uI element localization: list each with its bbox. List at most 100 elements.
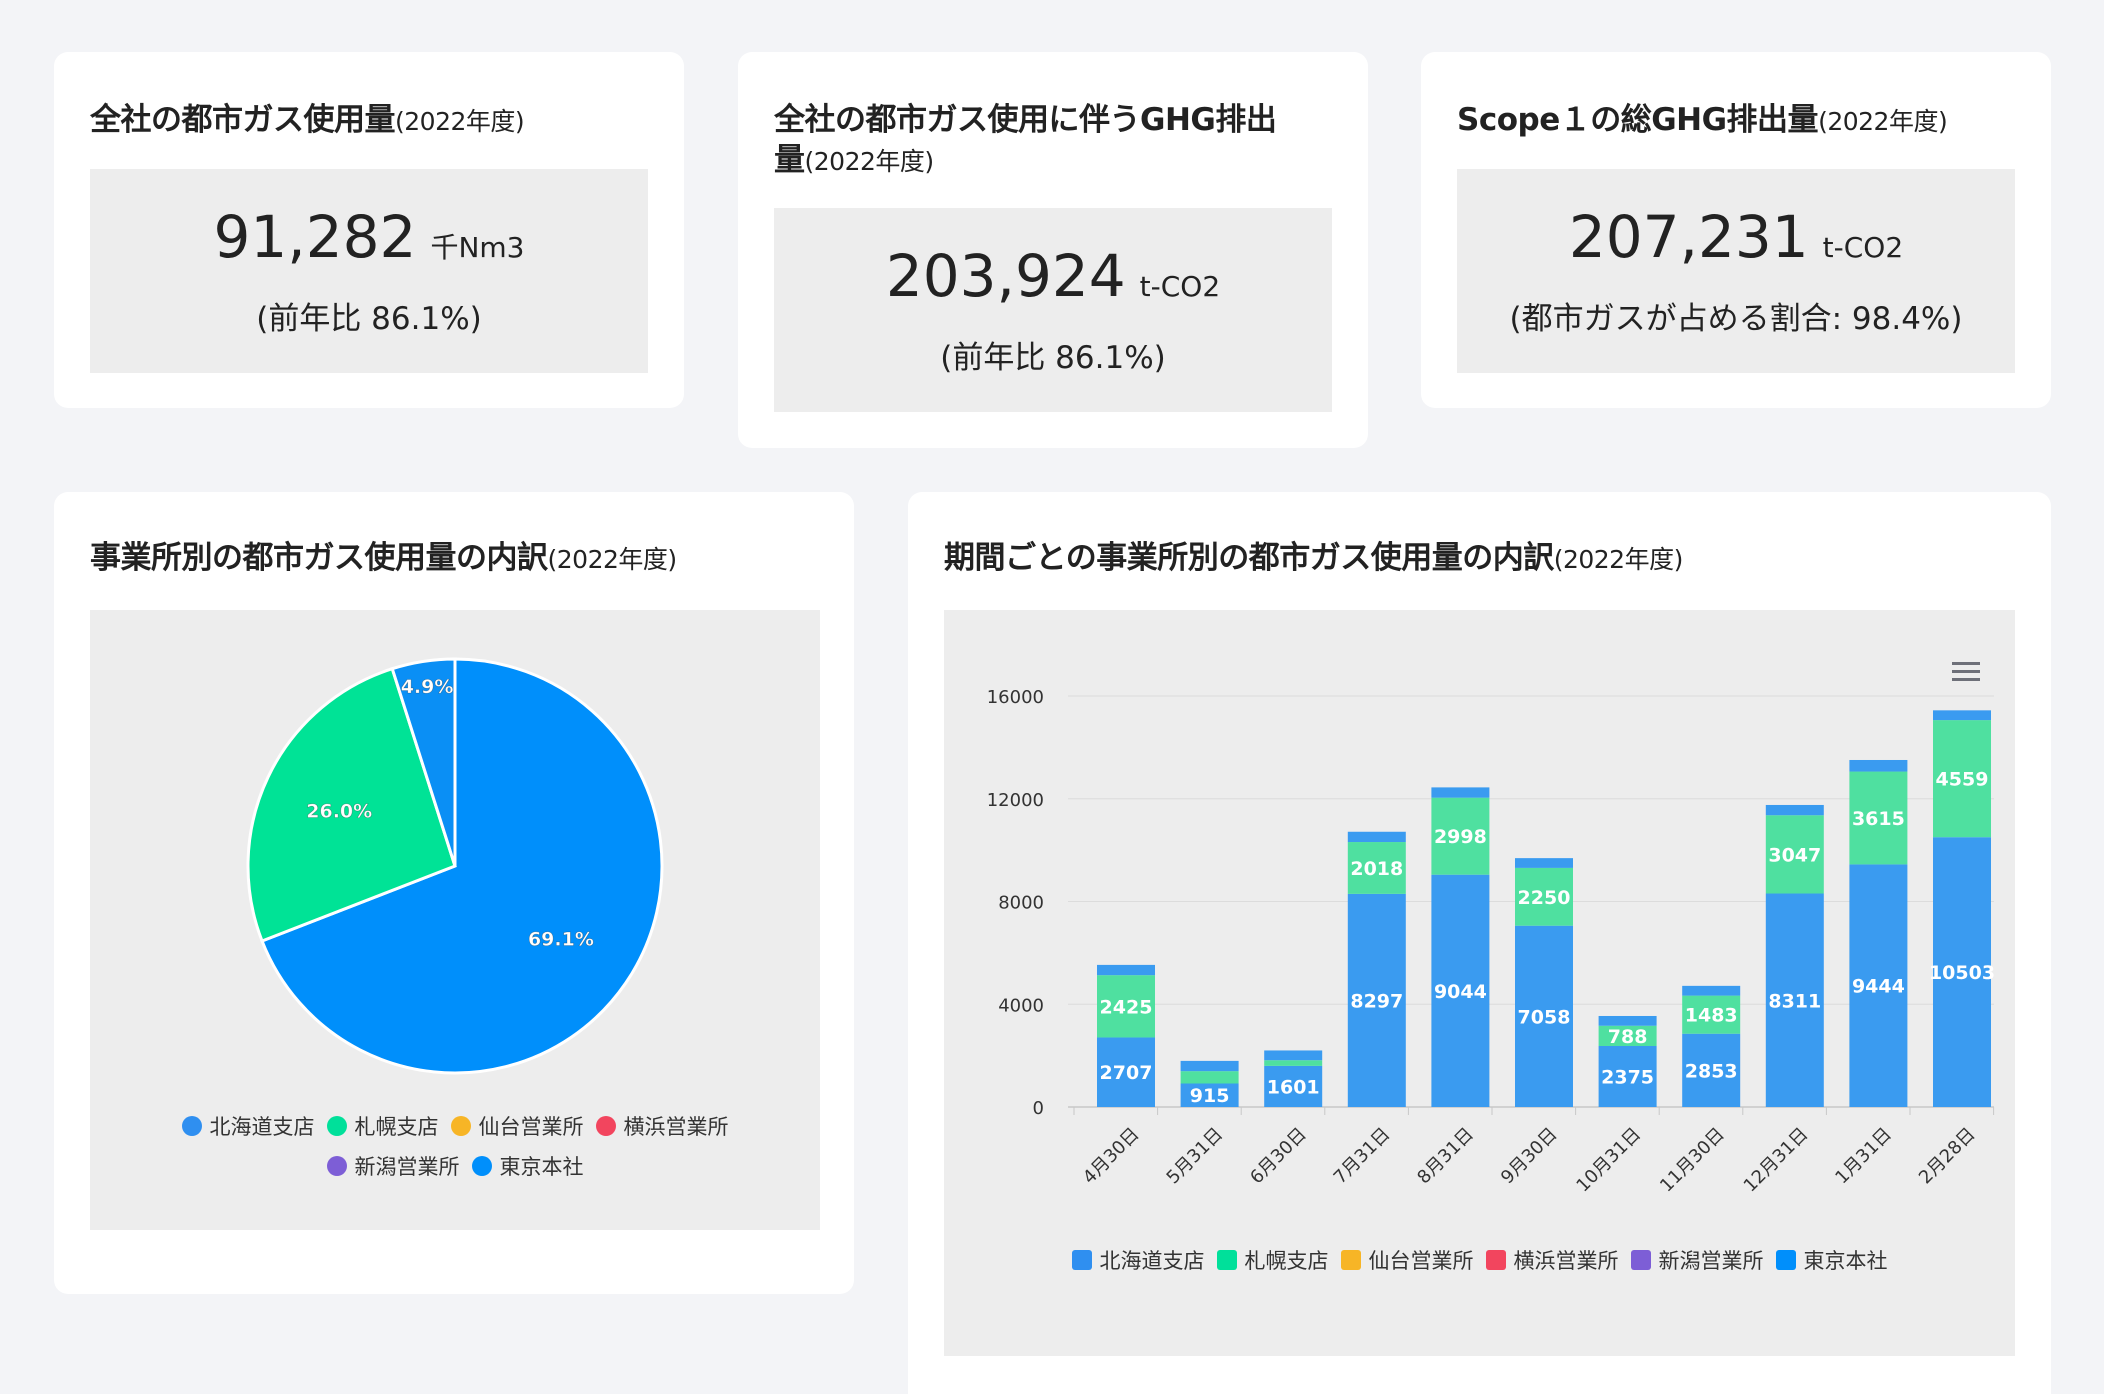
bar-segment[interactable] <box>1682 995 1741 1034</box>
card-title-period: (2022年度) <box>804 147 935 176</box>
legend-item[interactable]: 仙台営業所 <box>1340 1240 1474 1280</box>
hamburger-menu-icon[interactable] <box>1952 660 1980 682</box>
legend-item[interactable]: 北海道支店 <box>1071 1240 1205 1280</box>
pie-slice[interactable] <box>390 657 457 867</box>
bar-segment[interactable] <box>1933 710 1991 721</box>
bar-segment[interactable] <box>1933 720 1991 838</box>
x-tick-label: 1月31日 <box>1831 1124 1896 1189</box>
stat-card-scope1: Scope１の総GHG排出量(2022年度) 207,231 t-CO2 (都市ガ… <box>1421 52 2051 408</box>
legend-label: 東京本社 <box>499 1155 584 1179</box>
legend-marker <box>595 1116 616 1136</box>
card-title-text: 期間ごとの事業所別の都市ガス使用量の内訳 <box>944 540 1554 576</box>
bar-segment[interactable] <box>1097 964 1155 976</box>
bar-data-label: 2707 <box>1100 1062 1153 1084</box>
card-title-text-line2: 量 <box>774 142 805 178</box>
legend-marker <box>471 1156 492 1176</box>
legend-label: 新潟営業所 <box>354 1155 460 1179</box>
bar-segment[interactable] <box>1180 1071 1239 1084</box>
card-title-period: (2022年度) <box>547 545 678 574</box>
legend-label: 横浜営業所 <box>623 1115 729 1139</box>
bar-data-label: 3047 <box>1768 844 1821 866</box>
legend-item[interactable]: 東京本社 <box>1775 1240 1888 1280</box>
legend-marker <box>1485 1250 1506 1270</box>
legend-label: 新潟営業所 <box>1658 1249 1764 1273</box>
legend-item[interactable]: 横浜営業所 <box>1485 1240 1619 1280</box>
bar-chart: 0 4000 8000 12000 16000 4月30日 2707 2425 5月31日 915… <box>987 687 1995 1197</box>
bar-data-label: 4559 <box>1936 769 1989 791</box>
bar-segment[interactable] <box>1598 1045 1657 1107</box>
stat-unit: 千Nm3 <box>430 231 525 264</box>
x-tick-label: 2月28日 <box>1915 1124 1980 1189</box>
bar-segment[interactable] <box>1180 1083 1239 1107</box>
pie-chart: 69.1% 26.0% 4.9% <box>246 657 664 1075</box>
stat-value: 207,231 <box>1568 203 1809 271</box>
stat-unit: t-CO2 <box>1139 270 1221 303</box>
bar-segment[interactable] <box>1264 1065 1323 1107</box>
bar-segment[interactable] <box>1515 858 1573 868</box>
card-title-period: (2022年度) <box>1553 545 1684 574</box>
bar-segment[interactable] <box>1598 1025 1657 1046</box>
bar-data-label: 10503 <box>1929 962 1995 984</box>
card-title-text: 全社の都市ガス使用量 <box>90 102 396 138</box>
stat-unit: t-CO2 <box>1822 231 1904 264</box>
stat-note: (都市ガスが占める割合: 98.4%) <box>1509 301 1963 337</box>
legend-item[interactable]: 札幌支店 <box>326 1106 439 1146</box>
bar-segment[interactable] <box>1765 815 1824 894</box>
stat-value-row: 203,924 t-CO2 <box>774 242 1332 310</box>
pie-slice[interactable] <box>246 666 457 943</box>
legend-label: 北海道支店 <box>1099 1249 1205 1273</box>
bar-segment[interactable] <box>1849 771 1908 865</box>
legend-item[interactable]: 新潟営業所 <box>326 1146 460 1186</box>
pie-slice[interactable] <box>260 657 664 1075</box>
bar-segment[interactable] <box>1264 1050 1323 1061</box>
bar-segment[interactable] <box>1682 1033 1741 1107</box>
bar-segment[interactable] <box>1849 864 1908 1107</box>
bar-segment[interactable] <box>1264 1060 1323 1066</box>
card-title: 全社の都市ガス使用量(2022年度) <box>90 100 525 142</box>
stat-box: 207,231 t-CO2 (都市ガスが占める割合: 98.4%) <box>1457 169 2015 373</box>
bar-segment[interactable] <box>1933 837 1991 1107</box>
bar-data-label: 2018 <box>1350 858 1403 880</box>
stat-note: (前年比 86.1%) <box>256 301 482 337</box>
bar-data-label: 9444 <box>1852 976 1905 998</box>
stat-box: 203,924 t-CO2 (前年比 86.1%) <box>774 208 1332 412</box>
legend-item[interactable]: 新潟営業所 <box>1630 1240 1764 1280</box>
bar-segment[interactable] <box>1180 1060 1239 1072</box>
bar-segment[interactable] <box>1347 842 1406 894</box>
bar-data-label: 9044 <box>1434 981 1487 1003</box>
bar-segment[interactable] <box>1515 867 1573 926</box>
bar-segment[interactable] <box>1515 925 1573 1107</box>
bar-segment[interactable] <box>1431 787 1490 798</box>
legend-label: 北海道支店 <box>209 1115 315 1139</box>
card-title: Scope１の総GHG排出量(2022年度) <box>1457 100 1948 142</box>
pie-chart-area: 69.1% 26.0% 4.9% 北海道支店 札幌支店 仙台営業所 横浜営業所新潟営業所 東… <box>90 610 820 1230</box>
bar-segment[interactable] <box>1682 985 1741 996</box>
bar-segment[interactable] <box>1598 1015 1657 1026</box>
legend-item[interactable]: 横浜営業所 <box>595 1106 729 1146</box>
legend-item[interactable]: 仙台営業所 <box>450 1106 584 1146</box>
stat-note: (前年比 86.1%) <box>940 340 1166 376</box>
x-tick-label: 10月31日 <box>1572 1124 1645 1197</box>
legend-item[interactable]: 北海道支店 <box>181 1106 315 1146</box>
bar-data-label: 3615 <box>1852 808 1905 830</box>
bar-segment[interactable] <box>1765 804 1824 816</box>
bar-segment[interactable] <box>1347 831 1406 843</box>
bar-segment[interactable] <box>1347 893 1406 1107</box>
bar-segment[interactable] <box>1097 1037 1155 1107</box>
bar-segment[interactable] <box>1765 893 1824 1107</box>
stat-value-row: 207,231 t-CO2 <box>1457 203 2015 271</box>
bar-segment[interactable] <box>1849 759 1908 772</box>
stat-value-row: 91,282 千Nm3 <box>90 203 648 271</box>
legend-marker <box>326 1116 347 1136</box>
legend-item[interactable]: 東京本社 <box>471 1146 584 1186</box>
y-tick-label: 0 <box>1033 1098 1044 1119</box>
bar-data-label: 7058 <box>1518 1006 1571 1028</box>
bar-segment[interactable] <box>1431 797 1490 875</box>
legend-label: 札幌支店 <box>1244 1249 1329 1273</box>
x-tick-label: 7月31日 <box>1330 1124 1395 1189</box>
bar-segment[interactable] <box>1097 975 1155 1038</box>
stat-value: 91,282 <box>213 203 417 271</box>
bar-segment[interactable] <box>1431 874 1490 1107</box>
x-tick-label: 6月30日 <box>1246 1124 1311 1189</box>
legend-item[interactable]: 札幌支店 <box>1216 1240 1329 1280</box>
